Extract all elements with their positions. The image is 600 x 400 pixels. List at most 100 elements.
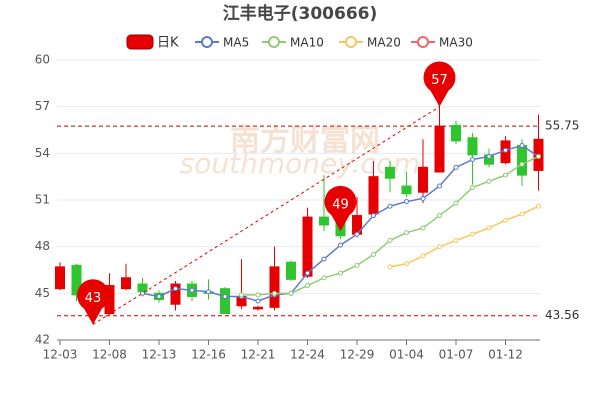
ma-point — [140, 290, 145, 296]
ma-point — [206, 289, 211, 295]
x-tick-label: 12-08 — [92, 348, 127, 362]
ma-point — [470, 157, 475, 163]
pin — [77, 279, 109, 325]
reference-label: 55.75 — [545, 119, 579, 133]
ma-point — [519, 211, 525, 217]
ma-point — [486, 153, 492, 159]
ma-point — [536, 153, 541, 159]
ma-line — [389, 205, 539, 268]
y-tick-label: 54 — [35, 146, 50, 160]
x-tick-label: 12-13 — [142, 348, 177, 362]
ma-point — [503, 217, 508, 223]
ma-point — [338, 242, 343, 248]
candle-body — [451, 124, 461, 142]
ma-point — [503, 172, 508, 178]
ma-point — [305, 283, 310, 289]
ma-point — [354, 231, 360, 237]
ma-point — [453, 237, 459, 243]
candle-body — [170, 283, 181, 305]
x-tick-label: 12-29 — [340, 348, 375, 362]
candle-body — [418, 166, 428, 193]
pin-label: 57 — [431, 73, 448, 88]
ma-point — [288, 290, 294, 296]
legend-label: MA5 — [223, 36, 249, 50]
ma-point — [519, 143, 525, 149]
x-tick-label: 12-24 — [290, 348, 325, 362]
ma-point — [387, 264, 393, 270]
candle-body — [55, 266, 65, 290]
ma-point — [437, 244, 442, 250]
x-tick-label: 01-04 — [389, 348, 424, 362]
legend-label: MA20 — [367, 36, 401, 50]
x-tick-label: 12-03 — [43, 348, 78, 362]
y-tick-label: 45 — [35, 286, 50, 300]
legend-label: MA30 — [439, 36, 473, 50]
ma-point — [321, 275, 327, 281]
trend-line — [92, 106, 440, 325]
candle-body — [368, 176, 379, 215]
ma-point — [503, 147, 508, 153]
chart-title: 江丰电子(300666) — [223, 3, 378, 24]
candle-body — [401, 185, 412, 195]
candle-body — [220, 288, 230, 315]
legend-icon — [268, 36, 280, 48]
ma-point — [453, 200, 459, 206]
ma-point — [453, 164, 459, 170]
candle-body — [385, 166, 395, 179]
legend-icon — [345, 36, 357, 48]
x-tick-label: 12-16 — [191, 348, 226, 362]
ma-point — [173, 286, 178, 292]
ma-point — [387, 203, 393, 209]
ma-point — [371, 251, 376, 257]
ma-point — [470, 185, 475, 191]
y-tick-label: 60 — [35, 53, 50, 67]
pin — [423, 61, 456, 107]
ma-point — [519, 161, 525, 167]
candle-body — [434, 125, 445, 173]
ma-point — [321, 256, 327, 262]
ma-point — [536, 203, 541, 209]
candle-body — [302, 216, 313, 277]
candle-body — [286, 261, 296, 280]
legend-label: MA10 — [290, 36, 324, 50]
y-tick-label: 51 — [35, 193, 50, 207]
candle-body — [269, 266, 280, 308]
watermark: 南方财富网 — [230, 124, 380, 159]
ma-point — [255, 292, 261, 298]
ma-point — [420, 195, 426, 201]
ma-point — [437, 213, 442, 219]
ma-point — [255, 298, 261, 304]
candle-body — [253, 306, 263, 310]
candle-body — [517, 145, 527, 176]
x-tick-label: 12-21 — [241, 348, 276, 362]
x-tick-label: 01-12 — [488, 348, 523, 362]
ma-point — [305, 270, 310, 276]
ma-point — [404, 261, 409, 267]
ma-point — [404, 230, 409, 236]
legend-icon — [126, 34, 154, 50]
ma-point — [189, 287, 195, 293]
ma-point — [437, 183, 442, 189]
candle-body — [121, 277, 131, 290]
x-tick-label: 01-07 — [439, 348, 474, 362]
ma-point — [420, 253, 426, 259]
ma-point — [420, 225, 426, 231]
watermark: southmoney.com — [180, 147, 421, 180]
candle-body — [71, 264, 82, 296]
legend-icon — [201, 36, 213, 48]
ma-point — [486, 225, 492, 231]
pin-label: 43 — [85, 291, 102, 306]
ma-point — [272, 290, 277, 296]
ma-point — [354, 262, 360, 268]
pin-label: 49 — [332, 198, 349, 213]
legend-icon — [417, 36, 429, 48]
y-tick-label: 57 — [35, 99, 50, 113]
ma-point — [387, 237, 393, 243]
legend-label: 日K — [157, 36, 179, 51]
ma-point — [470, 231, 475, 237]
pin — [324, 185, 357, 232]
ma-point — [156, 293, 162, 299]
ma-point — [404, 199, 409, 205]
ma-point — [338, 270, 343, 276]
